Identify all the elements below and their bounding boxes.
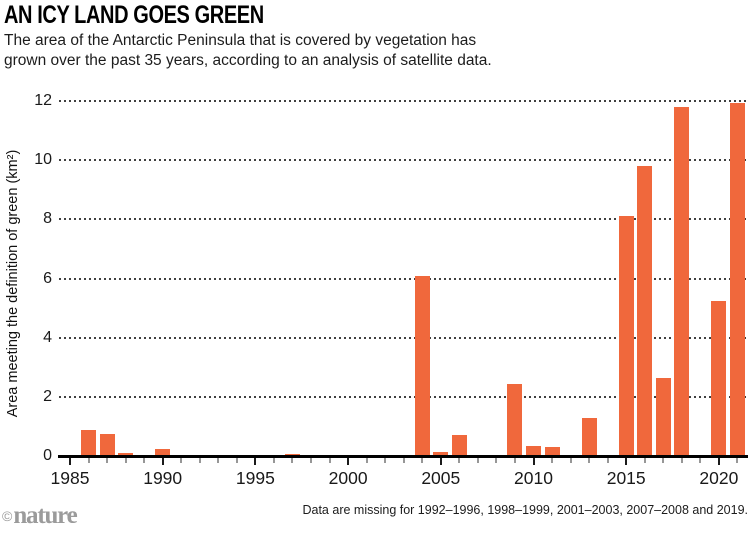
x-minor-tick-2003: [402, 458, 405, 463]
x-tick-label-2005: 2005: [421, 468, 461, 488]
y-tick-label-12: 12: [34, 92, 52, 110]
gridline-2: [59, 395, 748, 398]
x-minor-tick-2004: [421, 458, 424, 463]
x-tick-1995: [254, 458, 257, 465]
bar-2010: [526, 445, 541, 456]
x-tick-label-1985: 1985: [50, 468, 90, 488]
x-tick-2000: [347, 458, 350, 465]
bar-2015: [618, 216, 634, 456]
bar-2018: [674, 106, 690, 456]
x-minor-tick-1993: [217, 458, 220, 463]
x-tick-label-2010: 2010: [514, 468, 553, 488]
y-tick-label-0: 0: [43, 447, 52, 464]
gridline-12: [59, 100, 748, 103]
x-tick-label-2015: 2015: [606, 468, 646, 488]
y-tick-label-2: 2: [43, 387, 52, 405]
x-minor-tick-2016: [643, 458, 646, 463]
x-tick-label-2020: 2020: [699, 468, 739, 488]
x-minor-tick-2008: [495, 458, 498, 463]
x-minor-tick-2013: [588, 458, 591, 463]
bar-2011: [544, 447, 560, 456]
y-tick-label-4: 4: [43, 328, 52, 346]
x-minor-tick-2006: [458, 458, 461, 463]
x-tick-label-1990: 1990: [143, 468, 183, 488]
x-tick-2005: [439, 458, 442, 465]
x-minor-tick-2007: [476, 458, 479, 463]
y-tick-label-10: 10: [34, 151, 52, 169]
copyright-icon: ©: [2, 508, 13, 524]
x-tick-label-2000: 2000: [328, 468, 368, 488]
x-minor-tick-2009: [513, 458, 516, 463]
x-minor-tick-1987: [106, 458, 109, 463]
x-tick-label-1995: 1995: [235, 468, 275, 488]
bar-1997: [284, 453, 300, 456]
y-tick-label-8: 8: [43, 210, 52, 228]
x-minor-tick-2021: [736, 458, 739, 463]
x-minor-tick-1996: [272, 458, 275, 463]
subtitle-line-2: grown over the past 35 years, according …: [4, 52, 492, 69]
bar-2004: [414, 275, 430, 456]
nature-logo: © nature: [2, 502, 78, 529]
x-tick-2010: [532, 458, 535, 465]
missing-data-note: Data are missing for 1992–1996, 1998–199…: [302, 503, 748, 517]
x-minor-tick-1994: [235, 458, 238, 463]
x-tick-2015: [625, 458, 628, 465]
y-axis-title: Area meeting the definition of green (km…: [5, 149, 21, 418]
bar-2020: [711, 300, 727, 456]
x-minor-tick-2002: [384, 458, 387, 463]
gridline-6: [59, 277, 748, 280]
x-tick-2020: [717, 458, 720, 465]
bar-1990: [155, 449, 171, 456]
x-minor-tick-2011: [551, 458, 554, 463]
subtitle-line-1: The area of the Antarctic Peninsula that…: [4, 32, 477, 49]
x-minor-tick-2012: [569, 458, 572, 463]
logo-wordmark: nature: [13, 502, 77, 529]
x-minor-tick-2014: [606, 458, 609, 463]
x-minor-tick-2001: [365, 458, 368, 463]
bar-1988: [118, 453, 134, 456]
x-minor-tick-1992: [198, 458, 201, 463]
x-minor-tick-2018: [680, 458, 683, 463]
x-minor-tick-1986: [87, 458, 90, 463]
x-tick-1990: [161, 458, 164, 465]
x-minor-tick-1999: [328, 458, 331, 463]
bar-2005: [433, 452, 449, 456]
x-minor-tick-1998: [310, 458, 313, 463]
bar-1986: [81, 430, 97, 456]
x-minor-tick-1991: [180, 458, 183, 463]
gridline-10: [59, 159, 748, 162]
gridline-4: [59, 336, 748, 339]
x-minor-tick-1989: [143, 458, 146, 463]
gridline-8: [59, 218, 748, 221]
page-title: AN ICY LAND GOES GREEN: [4, 1, 264, 29]
x-tick-1985: [69, 458, 71, 465]
bar-2006: [451, 435, 467, 456]
x-minor-tick-2019: [699, 458, 702, 463]
bar-2017: [655, 377, 671, 456]
bar-2021: [729, 102, 745, 456]
bar-2016: [637, 166, 653, 456]
x-minor-tick-1997: [291, 458, 294, 463]
x-minor-tick-1988: [124, 458, 127, 463]
bar-2009: [507, 383, 523, 456]
y-tick-label-6: 6: [43, 269, 52, 287]
x-axis-line: [58, 455, 748, 458]
bar-2013: [581, 417, 597, 456]
bar-1987: [99, 433, 115, 456]
x-minor-tick-2017: [662, 458, 665, 463]
